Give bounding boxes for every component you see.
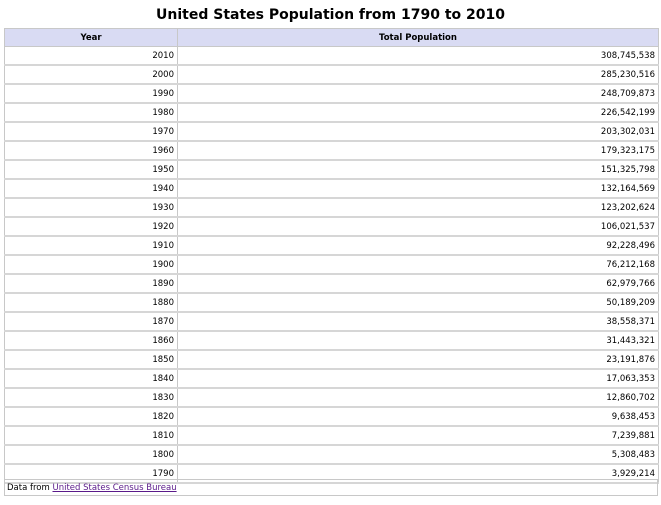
table-title: United States Population from 1790 to 20… [156,7,505,23]
population-cell: 31,443,321 [177,330,659,351]
year-cell: 1890 [4,273,178,294]
table-row: 1930 123,202,624 [4,197,659,218]
population-cell: 132,164,569 [177,178,659,199]
table-row: 1810 7,239,881 [4,425,659,446]
population-cell: 151,325,798 [177,159,659,180]
table-row: 1860 31,443,321 [4,330,659,351]
source-prefix: Data from [7,483,50,493]
table-row: 1990 248,709,873 [4,83,659,104]
population-column-header: Total Population [177,28,659,47]
table-body: 2010 308,745,538 2000 285,230,516 1990 248,70… [4,46,659,484]
table-row: 1970 203,302,031 [4,121,659,142]
table-row: 1940 132,164,569 [4,178,659,199]
population-cell: 3,929,214 [177,463,659,484]
year-cell: 1830 [4,387,178,408]
year-cell: 1860 [4,330,178,351]
population-cell: 179,323,175 [177,140,659,161]
table-row: 1820 9,638,453 [4,406,659,427]
population-cell: 50,189,209 [177,292,659,313]
table-row: 1790 3,929,214 [4,463,659,484]
population-cell: 23,191,876 [177,349,659,370]
year-column-header: Year [4,28,178,47]
table-row: 1960 179,323,175 [4,140,659,161]
year-cell: 1970 [4,121,178,142]
population-cell: 76,212,168 [177,254,659,275]
population-cell: 9,638,453 [177,406,659,427]
table-header-row: Year Total Population [4,28,659,47]
year-cell: 1800 [4,444,178,465]
year-cell: 1850 [4,349,178,370]
year-cell: 1900 [4,254,178,275]
table-row: 1910 92,228,496 [4,235,659,256]
year-cell: 1930 [4,197,178,218]
year-cell: 1820 [4,406,178,427]
year-cell: 1980 [4,102,178,123]
year-cell: 1920 [4,216,178,237]
population-cell: 106,021,537 [177,216,659,237]
population-cell: 17,063,353 [177,368,659,389]
population-cell: 123,202,624 [177,197,659,218]
census-bureau-link[interactable]: United States Census Bureau [52,483,177,493]
source-note: Data from United States Census Bureau [4,479,658,496]
year-cell: 2010 [4,46,178,66]
year-cell: 1940 [4,178,178,199]
year-cell: 1910 [4,235,178,256]
table-row: 1840 17,063,353 [4,368,659,389]
population-cell: 308,745,538 [177,46,659,66]
population-table: Year Total Population 2010 308,745,538 200… [4,28,659,484]
year-cell: 1950 [4,159,178,180]
year-cell: 1960 [4,140,178,161]
table-row: 1950 151,325,798 [4,159,659,180]
population-cell: 38,558,371 [177,311,659,332]
year-cell: 2000 [4,64,178,85]
population-cell: 248,709,873 [177,83,659,104]
table-row: 1920 106,021,537 [4,216,659,237]
table-row: 1850 23,191,876 [4,349,659,370]
population-cell: 62,979,766 [177,273,659,294]
population-cell: 92,228,496 [177,235,659,256]
population-cell: 7,239,881 [177,425,659,446]
table-row: 1880 50,189,209 [4,292,659,313]
population-cell: 203,302,031 [177,121,659,142]
table-row: 1980 226,542,199 [4,102,659,123]
year-cell: 1840 [4,368,178,389]
population-cell: 226,542,199 [177,102,659,123]
population-cell: 12,860,702 [177,387,659,408]
table-row: 1900 76,212,168 [4,254,659,275]
table-row: 1870 38,558,371 [4,311,659,332]
population-cell: 285,230,516 [177,64,659,85]
table-row: 2010 308,745,538 [4,46,659,66]
year-cell: 1870 [4,311,178,332]
year-cell: 1880 [4,292,178,313]
table-row: 1890 62,979,766 [4,273,659,294]
table-row: 1800 5,308,483 [4,444,659,465]
year-cell: 1990 [4,83,178,104]
year-cell: 1810 [4,425,178,446]
table-row: 2000 285,230,516 [4,64,659,85]
table-row: 1830 12,860,702 [4,387,659,408]
population-cell: 5,308,483 [177,444,659,465]
